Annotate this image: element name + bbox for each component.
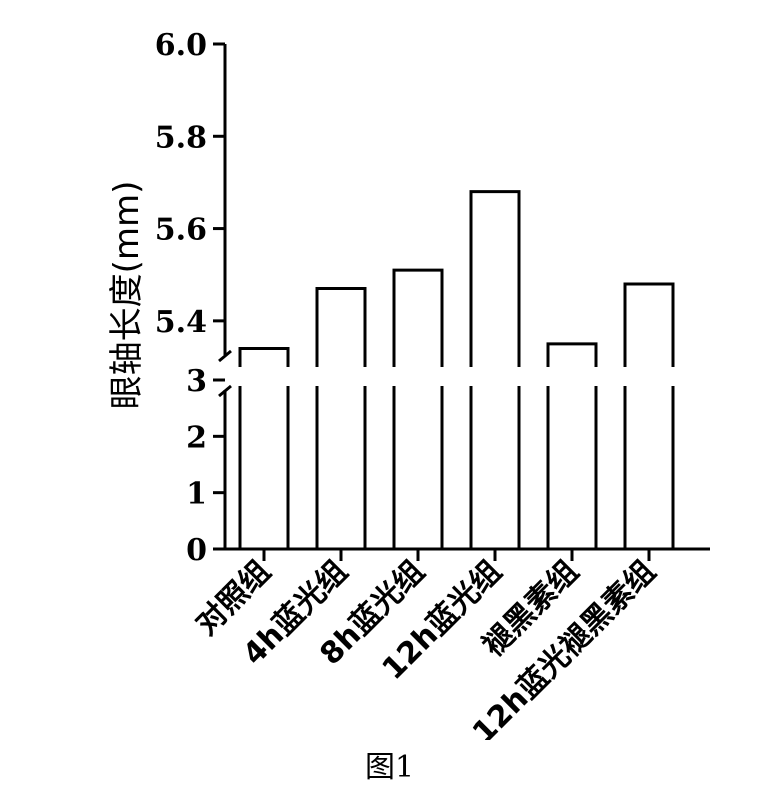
- bar-lower-part: [623, 386, 675, 549]
- bar-lower-part: [392, 386, 444, 549]
- y-tick-label: 5.4: [155, 305, 207, 340]
- bar-chart: 5.4 5.6 5.8 6.0 0 1 2 3 对照组4h蓝光组8h蓝光组12h蓝光组褪黑素组…: [107, 28, 710, 740]
- bar-lower-part: [315, 386, 367, 549]
- y-tick-label: 0: [186, 533, 207, 568]
- bar-upper-part: [546, 342, 598, 367]
- y-tick-label: 3: [186, 364, 207, 399]
- y-axis-label: 眼轴长度(mm): [107, 181, 147, 410]
- y-tick-label: 2: [186, 420, 207, 455]
- axes: [218, 44, 710, 551]
- bar-upper-part: [238, 347, 290, 367]
- y-tick-label: 1: [186, 477, 207, 512]
- bar-upper-part: [392, 268, 444, 367]
- axis-break-mark: [218, 384, 232, 398]
- bars: [238, 190, 675, 549]
- bar: [392, 268, 444, 549]
- bar: [469, 190, 521, 549]
- bar: [623, 282, 675, 549]
- figure-caption: 图1: [364, 750, 415, 785]
- y-tick-label: 5.6: [155, 213, 207, 248]
- axis-break-mark: [218, 349, 232, 363]
- y-tick-label: 6.0: [155, 28, 207, 63]
- bar: [546, 342, 598, 549]
- bar-upper-part: [315, 287, 367, 367]
- bar-lower-part: [546, 386, 598, 549]
- y-tick-label: 5.8: [155, 120, 207, 155]
- bar-lower-part: [469, 386, 521, 549]
- bar: [238, 347, 290, 549]
- bar: [315, 287, 367, 549]
- bar-upper-part: [623, 282, 675, 367]
- y-ticks: 5.4 5.6 5.8 6.0 0 1 2 3: [155, 28, 225, 568]
- bar-lower-part: [238, 386, 290, 549]
- bar-upper-part: [469, 190, 521, 367]
